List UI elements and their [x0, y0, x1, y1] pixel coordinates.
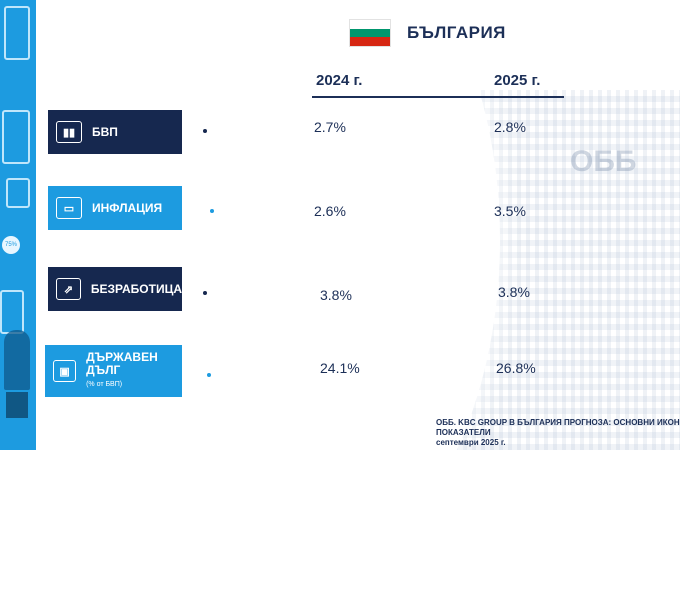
building-sign: ОББ	[570, 145, 637, 178]
monitor-icon	[0, 290, 24, 334]
percent-badge: 75%	[2, 236, 20, 254]
connector-dot	[203, 129, 207, 133]
connector-dot	[210, 209, 214, 213]
indicator-unemployment: ⇗ БЕЗРАБОТИЦА	[48, 267, 182, 311]
source-footer: ОББ. KBC GROUP В БЪЛГАРИЯ ПРОГНОЗА: ОСНО…	[436, 418, 680, 448]
value-gdp-2025: 2.8%	[494, 119, 526, 135]
people-icon: ⇗	[56, 278, 81, 300]
indicator-public-debt: ▣ ДЪРЖАВЕН ДЪЛГ (% от БВП)	[45, 345, 182, 397]
plant-pot	[6, 392, 28, 418]
indicator-label: ДЪРЖАВЕН ДЪЛГ (% от БВП)	[86, 351, 182, 391]
header-divider	[312, 96, 564, 98]
flag-stripe-green	[350, 28, 390, 38]
column-chart-icon	[2, 110, 30, 164]
connector-dot	[207, 373, 211, 377]
country-name: БЪЛГАРИЯ	[407, 23, 506, 42]
chart-frame-icon	[4, 6, 30, 60]
connector-dot	[203, 291, 207, 295]
country-header: БЪЛГАРИЯ	[349, 18, 506, 48]
bar-chart-icon: ▮▮	[56, 121, 82, 143]
indicator-gdp: ▮▮ БВП	[48, 110, 182, 154]
indicator-inflation: ▭ ИНФЛАЦИЯ	[48, 186, 182, 230]
value-debt-2025: 26.8%	[496, 360, 536, 376]
left-decor-strip: 75%	[0, 0, 36, 450]
indicator-label: БВП	[92, 124, 118, 139]
flag-stripe-red	[350, 37, 390, 47]
flag-stripe-white	[350, 20, 390, 29]
value-unemployment-2025: 3.8%	[498, 284, 530, 300]
value-inflation-2024: 2.6%	[314, 203, 346, 219]
plant-icon	[4, 330, 30, 390]
footer-source-line: ОББ. KBC GROUP В БЪЛГАРИЯ ПРОГНОЗА: ОСНО…	[436, 418, 680, 427]
column-header-2025: 2025 г.	[494, 72, 541, 89]
footer-source-line-2: ПОКАЗАТЕЛИ	[436, 428, 491, 437]
value-unemployment-2024: 3.8%	[320, 287, 352, 303]
briefcase-icon: ▣	[53, 360, 77, 382]
indicator-sublabel: (% от БВП)	[86, 381, 123, 388]
column-header-2024: 2024 г.	[316, 72, 363, 89]
value-inflation-2025: 3.5%	[494, 203, 526, 219]
document-icon	[6, 178, 30, 208]
bulgaria-flag-icon	[349, 19, 391, 47]
indicator-label-text: ДЪРЖАВЕН ДЪЛГ	[86, 350, 158, 377]
footer-date: септември 2025 г.	[436, 438, 506, 447]
indicator-label: БЕЗРАБОТИЦА	[90, 281, 182, 296]
wallet-icon: ▭	[56, 197, 82, 219]
value-gdp-2024: 2.7%	[314, 119, 346, 135]
value-debt-2024: 24.1%	[320, 360, 360, 376]
indicator-label: ИНФЛАЦИЯ	[92, 200, 163, 215]
